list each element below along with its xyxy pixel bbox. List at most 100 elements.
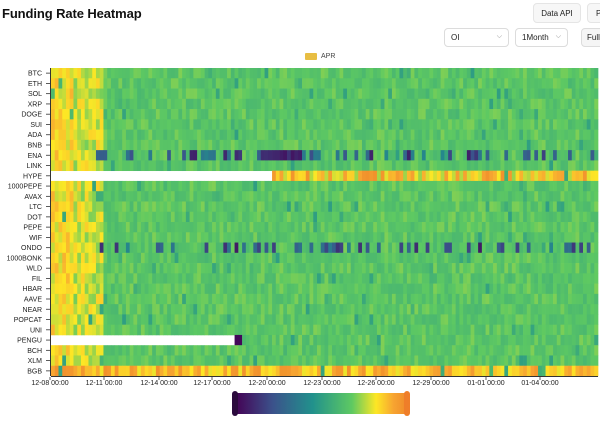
- heatmap-cell: [163, 119, 168, 130]
- range-min-handle[interactable]: [232, 391, 238, 416]
- heatmap-cell: [384, 345, 389, 356]
- heatmap-cell: [436, 283, 441, 295]
- heatmap-cell: [406, 314, 412, 326]
- heatmap-cell: [451, 150, 456, 161]
- heatmap-cell: [197, 201, 202, 213]
- heatmap-cell: [204, 109, 209, 120]
- heatmap-cell: [421, 201, 427, 213]
- heatmap-cell: [459, 129, 464, 141]
- heatmap-cell: [436, 98, 441, 110]
- range-max-handle[interactable]: [404, 391, 410, 416]
- heatmap-cell: [197, 160, 202, 172]
- heatmap-cell: [140, 324, 146, 336]
- heatmap-cell: [583, 232, 588, 243]
- heatmap-cell: [455, 222, 460, 233]
- heatmap-cell: [373, 68, 378, 79]
- p-button[interactable]: P: [587, 3, 600, 23]
- heatmap-cell: [114, 232, 119, 243]
- heatmap-cell: [103, 191, 108, 202]
- heatmap-cell: [328, 139, 333, 151]
- heatmap-cell: [193, 355, 198, 367]
- heatmap-cell: [264, 355, 269, 367]
- heatmap-cell: [335, 211, 340, 223]
- heatmap-cell: [182, 119, 187, 130]
- heatmap-cell: [549, 263, 554, 274]
- heatmap-cell: [436, 170, 441, 182]
- chart-legend[interactable]: APR: [305, 53, 335, 60]
- heatmap-cell: [403, 191, 408, 202]
- heatmap-cell: [287, 293, 292, 305]
- heatmap-cell: [189, 222, 194, 233]
- heatmap-cell: [459, 211, 464, 223]
- heatmap-cell: [515, 242, 520, 254]
- heatmap-cell: [508, 160, 513, 172]
- heatmap-cell: [144, 314, 149, 326]
- heatmap-cell: [257, 263, 262, 274]
- heatmap-cell: [406, 160, 412, 172]
- heatmap-cell: [257, 252, 262, 264]
- heatmap-cell: [579, 314, 584, 326]
- heatmap-cell: [287, 78, 292, 89]
- heatmap-cell: [526, 150, 531, 161]
- heatmap-cell: [302, 88, 307, 100]
- heatmap-cell: [530, 273, 535, 284]
- heatmap-cell: [65, 119, 71, 130]
- heatmap-cell: [133, 150, 138, 161]
- heatmap-cell: [272, 242, 277, 254]
- heatmap-cell: [178, 180, 183, 192]
- heatmap-cell: [436, 304, 441, 315]
- heatmap-cell: [590, 139, 595, 151]
- heatmap-cell: [380, 334, 385, 346]
- period-select[interactable]: 1Month ⌵: [515, 28, 568, 47]
- heatmap-cell: [538, 150, 543, 161]
- heatmap-cell: [51, 222, 56, 233]
- heatmap-cell: [331, 78, 337, 89]
- heatmap-cell: [335, 242, 340, 254]
- heatmap-cell: [144, 201, 149, 213]
- heatmap-cell: [129, 263, 134, 274]
- heatmap-cell: [459, 334, 464, 346]
- heatmap-cell: [553, 222, 558, 233]
- heatmap-cell: [77, 314, 82, 326]
- heatmap-cell: [178, 263, 183, 274]
- heatmap-cell: [564, 119, 569, 130]
- heatmap-cell: [388, 150, 393, 161]
- heatmap-cell: [313, 150, 318, 161]
- heatmap-cell: [414, 139, 419, 151]
- heatmap-cell: [313, 211, 318, 223]
- heatmap-cell: [403, 283, 408, 295]
- heatmap-cell: [361, 78, 367, 89]
- heatmap-cell: [238, 365, 243, 377]
- heatmap-cell: [174, 98, 179, 110]
- heatmap-cell: [51, 252, 56, 264]
- heatmap-cell: [320, 222, 325, 233]
- heatmap-cell: [421, 232, 427, 243]
- heatmap-cell: [354, 222, 359, 233]
- heatmap-cell: [575, 304, 580, 315]
- heatmap-cell: [279, 201, 284, 213]
- heatmap-cell: [200, 191, 205, 202]
- heatmap-cell: [583, 119, 588, 130]
- heatmap-cell: [249, 191, 254, 202]
- full-button[interactable]: Full: [581, 28, 600, 47]
- heatmap-cell: [174, 232, 179, 243]
- heatmap-cell: [346, 109, 352, 120]
- heatmap-cell: [125, 324, 131, 336]
- heatmap-cell: [568, 324, 573, 336]
- heatmap-cell: [125, 150, 131, 161]
- heatmap-cell: [268, 345, 273, 356]
- metric-select[interactable]: OI ⌵: [444, 28, 509, 47]
- data-api-button[interactable]: Data API: [533, 3, 581, 23]
- heatmap-cell: [257, 222, 262, 233]
- heatmap-cell: [290, 293, 295, 305]
- heatmap-cell: [579, 78, 584, 89]
- heatmap-cell: [320, 314, 325, 326]
- heatmap-cell: [436, 68, 441, 79]
- heatmap-cell: [99, 139, 104, 151]
- heatmap-cell: [317, 242, 322, 254]
- color-range-slider[interactable]: [232, 391, 410, 416]
- heatmap-cell: [575, 170, 580, 182]
- heatmap-cell: [545, 263, 550, 274]
- heatmap-cell: [560, 68, 565, 79]
